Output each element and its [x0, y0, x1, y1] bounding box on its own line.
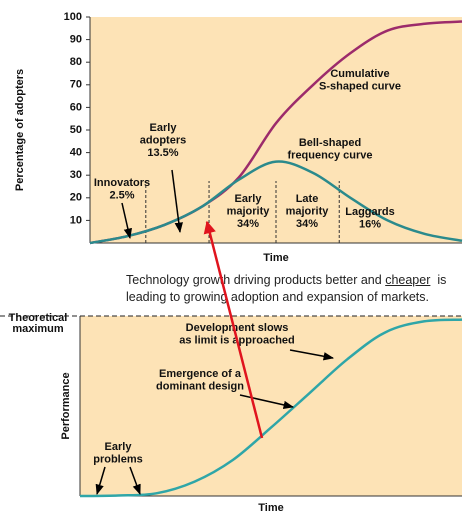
annotation: 13.5%	[147, 147, 178, 159]
series-line	[89, 160, 463, 245]
annotation: Cumulative	[330, 68, 389, 80]
annotation: 34%	[237, 218, 259, 230]
annotation: frequency curve	[288, 149, 373, 161]
annotation: as limit is approached	[179, 334, 295, 346]
caption-line: Technology growth driving products bette…	[126, 272, 446, 289]
annotation-arrow	[129, 466, 141, 495]
y-tick-label: 10	[70, 214, 82, 226]
plot-area	[90, 17, 462, 243]
annotation: Bell-shaped	[299, 137, 361, 149]
y-tick-label: 40	[70, 147, 82, 159]
annotation: S-shaped curve	[319, 80, 401, 92]
annotation: Early	[150, 122, 178, 134]
caption-text: Technology growth driving products bette…	[126, 273, 382, 287]
annotation: Innovators	[94, 177, 150, 189]
annotation: 16%	[359, 218, 381, 230]
y-tick-label: 30	[70, 169, 82, 181]
y-tick-label: 70	[70, 79, 82, 91]
caption-text: cheaper	[385, 273, 431, 287]
max-label: Theoretical	[9, 312, 68, 324]
y-tick-label: 80	[70, 56, 82, 68]
annotation: Early	[105, 441, 133, 453]
y-axis-label: Performance	[60, 372, 72, 439]
caption-text: is	[437, 273, 447, 287]
annotation: problems	[93, 453, 143, 465]
y-tick-label: 90	[70, 34, 82, 46]
x-axis-label: Time	[263, 252, 288, 264]
annotation: majority	[227, 205, 271, 217]
annotation-arrow	[171, 169, 183, 234]
annotation: 2.5%	[109, 189, 134, 201]
annotation: 34%	[296, 218, 318, 230]
annotation: Development slows	[186, 322, 289, 334]
y-tick-label: 20	[70, 192, 82, 204]
annotation: majority	[286, 205, 330, 217]
annotation: Emergence of a	[159, 368, 242, 380]
y-tick-label: 60	[70, 101, 82, 113]
plot-area	[80, 316, 462, 496]
max-label: maximum	[12, 323, 64, 335]
caption: Technology growth driving products bette…	[126, 272, 446, 306]
annotation-arrow	[121, 202, 132, 240]
annotation: Early	[235, 193, 263, 205]
annotation: dominant design	[156, 380, 244, 392]
caption-line: leading to growing adoption and expansio…	[126, 290, 429, 304]
y-axis-label: Percentage of adopters	[14, 69, 26, 191]
y-tick-label: 100	[64, 11, 82, 23]
annotation-arrow	[289, 349, 335, 361]
y-tick-label: 50	[70, 124, 82, 136]
annotation: adopters	[140, 134, 186, 146]
annotation: Late	[296, 193, 319, 205]
series-line	[79, 318, 463, 498]
x-axis-label: Time	[258, 502, 283, 514]
annotation: Laggards	[345, 206, 395, 218]
annotation-arrow	[95, 466, 106, 496]
